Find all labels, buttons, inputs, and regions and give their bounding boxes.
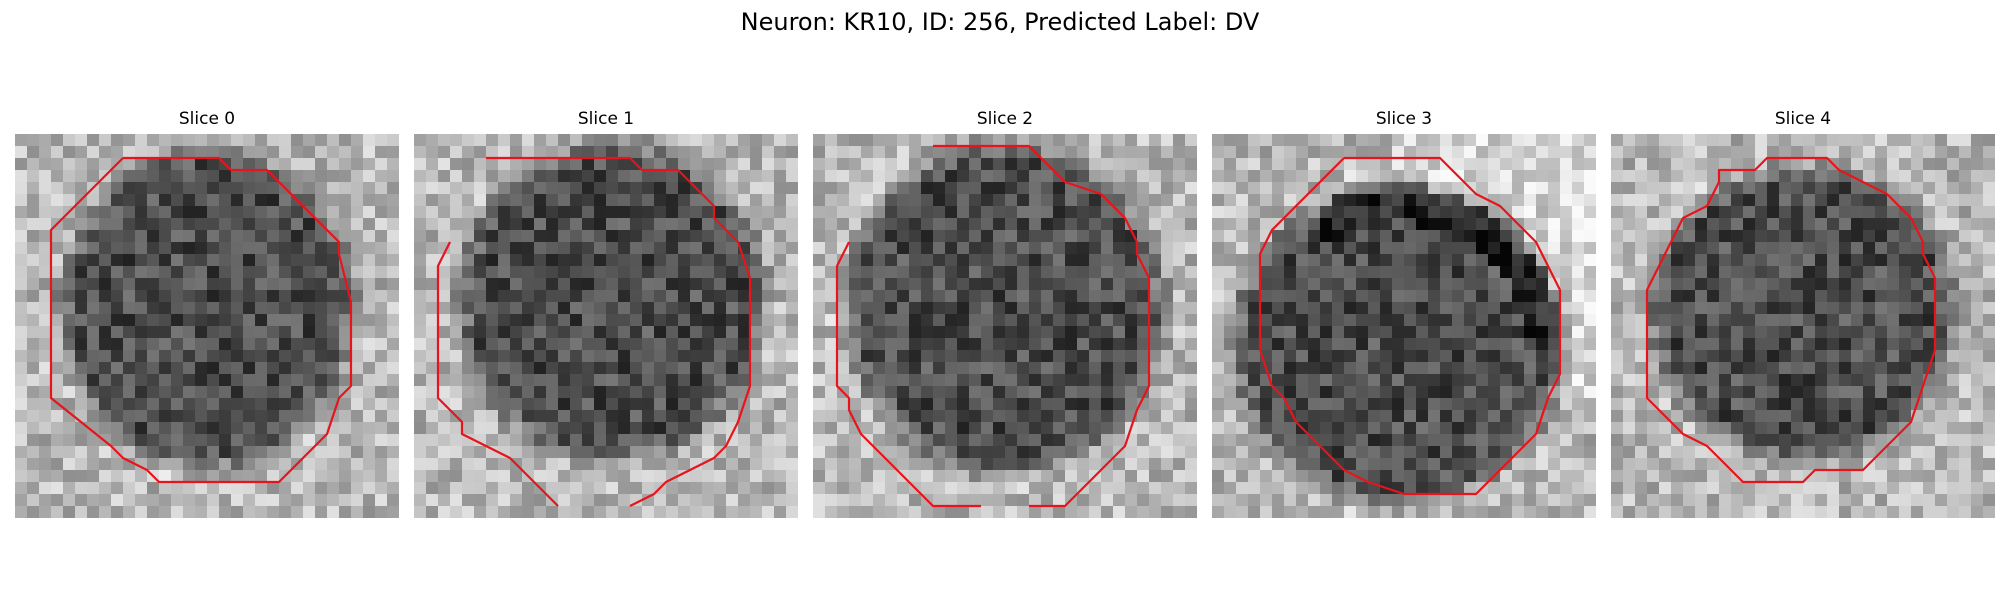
slice-panel-3: Slice 3 xyxy=(1212,108,1596,518)
slice-image xyxy=(1212,134,1596,518)
slice-image xyxy=(15,134,399,518)
roi-contour xyxy=(1258,156,1562,496)
slice-panel-2: Slice 2 xyxy=(813,108,1197,518)
slice-title: Slice 1 xyxy=(577,109,635,129)
slice-image xyxy=(813,134,1197,518)
slice-title: Slice 2 xyxy=(976,109,1034,129)
roi-contour xyxy=(436,241,559,507)
roi-contour xyxy=(49,156,353,484)
roi-contour xyxy=(835,241,981,508)
roi-contour xyxy=(486,156,752,507)
slice-title: Slice 4 xyxy=(1774,109,1832,129)
roi-contour xyxy=(1645,156,1937,484)
slice-panel-0: Slice 0 xyxy=(15,108,399,518)
slice-panel-1: Slice 1 xyxy=(414,108,798,518)
slice-image xyxy=(1611,134,1995,518)
figure-title: Neuron: KR10, ID: 256, Predicted Label: … xyxy=(740,8,1260,36)
slice-title: Slice 3 xyxy=(1375,109,1433,129)
slice-image xyxy=(414,134,798,518)
slice-title: Slice 0 xyxy=(178,109,236,129)
roi-contour xyxy=(933,144,1151,508)
slice-panel-4: Slice 4 xyxy=(1611,108,1995,518)
